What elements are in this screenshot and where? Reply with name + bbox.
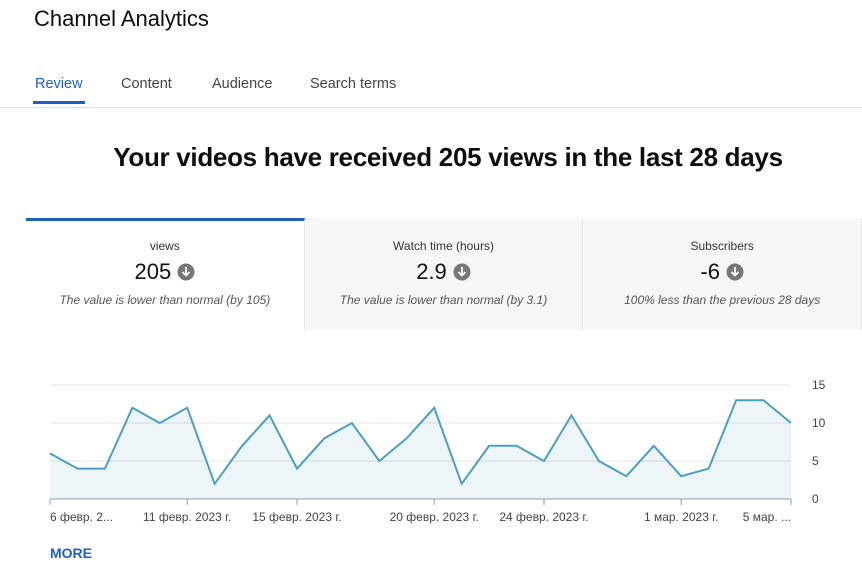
metric-card[interactable]: views 205 The value is lower than normal…	[26, 218, 305, 330]
y-tick-label: 0	[812, 492, 819, 506]
x-tick-label: 5 мар. ...	[743, 510, 791, 524]
tab[interactable]: Search terms	[310, 76, 397, 92]
y-tick-label: 10	[812, 416, 826, 430]
tab[interactable]: Content	[121, 76, 172, 92]
tab-bar: Review Content Audience Search terms	[0, 70, 862, 108]
metric-note: 100% less than the previous 28 days	[624, 293, 821, 307]
x-tick-label: 15 февр. 2023 г.	[252, 510, 341, 524]
x-tick-label: 6 февр. 2...	[50, 510, 113, 524]
metric-row: -6	[583, 259, 861, 285]
metric-cards: views 205 The value is lower than normal…	[26, 218, 862, 330]
x-tick-label: 24 февр. 2023 г.	[499, 510, 588, 524]
tab[interactable]: Review	[33, 76, 85, 104]
x-tick-label: 1 мар. 2023 г.	[644, 510, 719, 524]
metric-value: 2.9	[416, 259, 447, 284]
metric-row: 2.9	[305, 259, 583, 285]
y-tick-label: 5	[812, 454, 819, 468]
metric-note: The value is lower than normal (by 3.1)	[339, 293, 548, 307]
metric-card[interactable]: Subscribers -6 100% less than the previo…	[583, 218, 862, 330]
headline: Your videos have received 205 views in t…	[113, 142, 783, 172]
down-icon	[726, 263, 744, 281]
chart: 0 5 10 15 6 февр. 2... 11 февр. 2023 г. 15 фев…	[49, 378, 826, 524]
more-link[interactable]: MORE	[50, 545, 92, 561]
line	[49, 399, 792, 486]
metric-value: -6	[700, 259, 720, 284]
metric-label: Watch time (hours)	[393, 239, 494, 253]
y-tick-label: 15	[812, 378, 826, 392]
metric-card[interactable]: Watch time (hours) 2.9 The value is lowe…	[304, 218, 584, 330]
down-icon	[177, 263, 195, 281]
area	[50, 400, 791, 499]
tab[interactable]: Audience	[212, 76, 273, 92]
metric-row: 205	[26, 259, 304, 285]
metric-note: The value is lower than normal (by 105)	[59, 293, 271, 307]
metric-label: views	[149, 239, 180, 253]
metric-label: Subscribers	[690, 239, 754, 253]
metric-value: 205	[134, 259, 172, 284]
x-tick-label: 20 февр. 2023 г.	[390, 510, 479, 524]
x-tick-label: 11 февр. 2023 г.	[143, 510, 231, 524]
page-title: Channel Analytics	[34, 6, 209, 31]
down-icon	[453, 263, 471, 281]
